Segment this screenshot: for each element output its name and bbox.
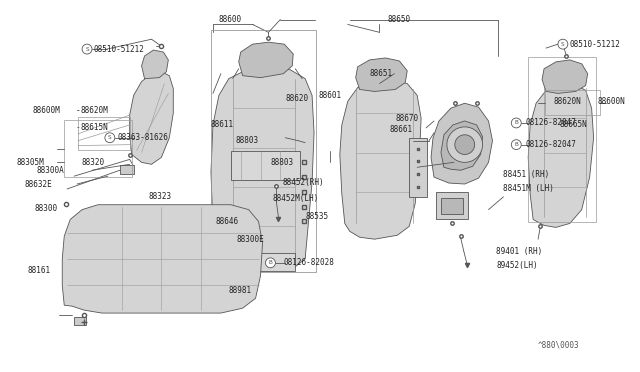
Text: 88300E: 88300E	[237, 235, 264, 244]
Bar	[441, 198, 463, 214]
Bar	[545, 90, 600, 115]
Bar	[409, 138, 427, 197]
Polygon shape	[130, 72, 173, 164]
Text: 88305M: 88305M	[17, 158, 44, 167]
Text: 88620N: 88620N	[554, 97, 582, 106]
Polygon shape	[340, 80, 421, 239]
Text: B: B	[515, 142, 518, 147]
Text: 88803: 88803	[271, 158, 294, 167]
Text: ^880\0003: ^880\0003	[538, 340, 580, 349]
Text: 88650: 88650	[387, 15, 410, 24]
Text: 88535: 88535	[305, 212, 328, 221]
Bar	[528, 57, 596, 222]
Bar	[231, 151, 300, 180]
Circle shape	[511, 140, 521, 150]
Text: 88615N: 88615N	[80, 124, 108, 132]
Polygon shape	[356, 58, 407, 92]
Text: -: -	[76, 106, 81, 115]
Circle shape	[511, 118, 521, 128]
Text: 88161: 88161	[28, 266, 51, 275]
Text: 88300: 88300	[35, 204, 58, 213]
Bar	[78, 117, 130, 150]
Text: 88600: 88600	[219, 15, 242, 24]
Text: 88803: 88803	[236, 136, 259, 145]
Text: 88451 (RH): 88451 (RH)	[504, 170, 550, 179]
Circle shape	[455, 135, 475, 154]
Bar	[436, 192, 468, 219]
Polygon shape	[431, 103, 493, 184]
Text: -: -	[76, 124, 81, 132]
Text: B: B	[515, 121, 518, 125]
Text: 88620: 88620	[285, 94, 308, 103]
Text: 88632E: 88632E	[24, 180, 52, 189]
Text: 88661: 88661	[389, 125, 413, 134]
Circle shape	[82, 44, 92, 54]
Text: 88600N: 88600N	[598, 97, 625, 106]
Circle shape	[105, 133, 115, 142]
Circle shape	[558, 39, 568, 49]
Text: 88452M(LH): 88452M(LH)	[273, 194, 319, 203]
Text: 08126-82047: 08126-82047	[525, 118, 576, 128]
Text: 89452(LH): 89452(LH)	[497, 261, 538, 270]
Text: 88981: 88981	[228, 286, 252, 295]
Text: 08510-51212: 08510-51212	[94, 45, 145, 54]
Text: 88665N: 88665N	[560, 121, 588, 129]
Circle shape	[447, 127, 483, 162]
Text: 08363-81626: 08363-81626	[118, 133, 169, 142]
Circle shape	[266, 258, 275, 268]
Text: 88320: 88320	[81, 158, 104, 167]
Text: B: B	[269, 260, 272, 265]
Text: 08126-82047: 08126-82047	[525, 140, 576, 149]
Text: 89401 (RH): 89401 (RH)	[497, 247, 543, 256]
Polygon shape	[528, 84, 594, 227]
Text: 88452(RH): 88452(RH)	[282, 177, 324, 187]
Bar	[64, 120, 132, 177]
Text: 08510-51212: 08510-51212	[570, 40, 621, 49]
Text: 88646: 88646	[216, 217, 239, 226]
Polygon shape	[441, 121, 483, 170]
Text: 88670: 88670	[396, 113, 419, 122]
Text: 08126-82028: 08126-82028	[284, 258, 334, 267]
Text: 88611: 88611	[211, 121, 234, 129]
Polygon shape	[239, 42, 293, 78]
Polygon shape	[141, 50, 168, 78]
Text: 88323: 88323	[148, 192, 172, 201]
Text: S: S	[85, 46, 89, 52]
Bar	[236, 253, 295, 271]
Text: -: -	[76, 106, 81, 115]
Text: 88620M: 88620M	[80, 106, 108, 115]
Bar	[74, 317, 86, 325]
Polygon shape	[62, 205, 262, 313]
Text: 88601: 88601	[318, 91, 341, 100]
Polygon shape	[542, 60, 588, 93]
Text: 88300A: 88300A	[36, 166, 64, 175]
Text: 88651: 88651	[369, 69, 393, 78]
Text: 88451M (LH): 88451M (LH)	[504, 185, 554, 193]
Text: 88600M: 88600M	[33, 106, 60, 115]
Polygon shape	[211, 68, 314, 271]
Bar	[211, 31, 316, 272]
Text: S: S	[561, 42, 564, 46]
Bar	[120, 165, 134, 174]
Text: S: S	[108, 135, 112, 140]
